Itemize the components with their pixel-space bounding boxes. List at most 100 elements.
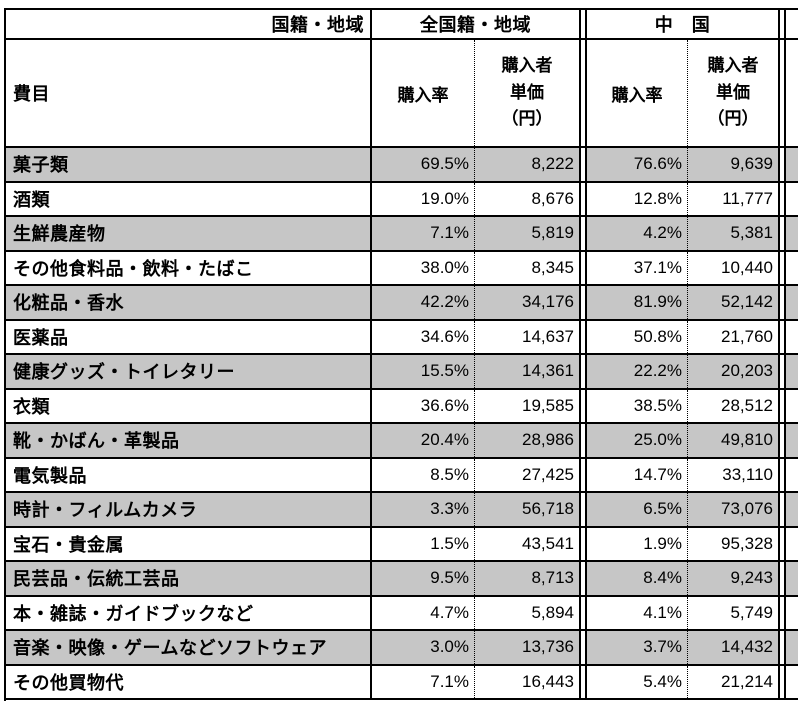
china-price-cell: 5,381 — [688, 217, 780, 250]
all-purchase-rate-cell: 3.0% — [372, 631, 475, 664]
item-name-cell: 衣類 — [6, 389, 372, 422]
column-header-price-all: 購入者 単価 （円） — [475, 40, 581, 146]
item-name-cell: 酒類 — [6, 182, 372, 215]
column-header-purchase-rate-china: 購入率 — [587, 40, 688, 146]
china-price-cell: 21,214 — [688, 665, 780, 698]
china-purchase-rate-cell: 6.5% — [587, 493, 688, 526]
table-row: 化粧品・香水 42.2% 34,176 81.9% 52,142 — [6, 286, 798, 321]
cropped-next-group — [786, 424, 798, 457]
group-header-china: 中 国 — [587, 10, 780, 38]
table-row: 菓子類 69.5% 8,222 76.6% 9,639 — [6, 148, 798, 183]
item-name-cell: 生鮮農産物 — [6, 217, 372, 250]
group-divider — [581, 40, 587, 146]
item-name-cell: 本・雑誌・ガイドブックなど — [6, 596, 372, 629]
all-purchase-rate-cell: 15.5% — [372, 355, 475, 388]
china-price-cell: 33,110 — [688, 458, 780, 491]
all-purchase-rate-cell: 69.5% — [372, 148, 475, 181]
all-purchase-rate-cell: 4.7% — [372, 596, 475, 629]
cropped-next-group — [786, 631, 798, 664]
group-divider — [581, 355, 587, 388]
group-divider — [780, 665, 786, 698]
cropped-next-group — [786, 148, 798, 181]
all-purchase-rate-cell: 38.0% — [372, 251, 475, 284]
china-price-cell: 73,076 — [688, 493, 780, 526]
group-divider — [581, 527, 587, 560]
all-price-cell: 8,222 — [475, 148, 581, 181]
group-divider — [581, 389, 587, 422]
cropped-next-group — [786, 40, 798, 146]
group-divider — [780, 320, 786, 353]
china-purchase-rate-cell: 14.7% — [587, 458, 688, 491]
cropped-next-group — [786, 10, 798, 38]
group-header-row: 国籍・地域 全国籍・地域 中 国 — [6, 10, 798, 40]
group-divider — [780, 458, 786, 491]
all-purchase-rate-cell: 7.1% — [372, 217, 475, 250]
all-price-cell: 14,361 — [475, 355, 581, 388]
china-price-cell: 52,142 — [688, 286, 780, 319]
item-name-cell: その他買物代 — [6, 665, 372, 698]
item-name-cell: 時計・フィルムカメラ — [6, 493, 372, 526]
all-price-cell: 14,637 — [475, 320, 581, 353]
china-price-cell: 49,810 — [688, 424, 780, 457]
cropped-next-group — [786, 528, 798, 561]
china-purchase-rate-cell: 25.0% — [587, 424, 688, 457]
item-name-cell: 民芸品・伝統工芸品 — [6, 562, 372, 595]
china-price-cell: 11,777 — [688, 182, 780, 215]
cropped-next-group — [786, 493, 798, 526]
cropped-next-group — [786, 183, 798, 216]
china-purchase-rate-cell: 5.4% — [587, 665, 688, 698]
table-row: 電気製品 8.5% 27,425 14.7% 33,110 — [6, 458, 798, 493]
all-price-cell: 19,585 — [475, 389, 581, 422]
table-row: その他買物代 7.1% 16,443 5.4% 21,214 — [6, 665, 798, 700]
item-name-cell: 化粧品・香水 — [6, 286, 372, 319]
china-purchase-rate-cell: 81.9% — [587, 286, 688, 319]
china-price-cell: 28,512 — [688, 389, 780, 422]
table-row: 医薬品 34.6% 14,637 50.8% 21,760 — [6, 320, 798, 355]
group-divider — [780, 493, 786, 526]
group-divider — [581, 251, 587, 284]
cropped-next-group — [786, 666, 798, 699]
cropped-next-group — [786, 390, 798, 423]
group-divider — [581, 596, 587, 629]
cropped-next-group — [786, 355, 798, 388]
china-price-cell: 95,328 — [688, 527, 780, 560]
table-row: 本・雑誌・ガイドブックなど 4.7% 5,894 4.1% 5,749 — [6, 596, 798, 631]
china-purchase-rate-cell: 4.1% — [587, 596, 688, 629]
group-divider — [581, 286, 587, 319]
group-divider — [780, 40, 786, 146]
column-header-item: 費目 — [6, 40, 372, 146]
china-purchase-rate-cell: 4.2% — [587, 217, 688, 250]
table-row: 衣類 36.6% 19,585 38.5% 28,512 — [6, 389, 798, 424]
china-purchase-rate-cell: 22.2% — [587, 355, 688, 388]
group-divider — [780, 251, 786, 284]
group-divider — [581, 458, 587, 491]
table-row: 靴・かばん・革製品 20.4% 28,986 25.0% 49,810 — [6, 424, 798, 459]
china-price-cell: 9,243 — [688, 562, 780, 595]
item-name-cell: その他食料品・飲料・たばこ — [6, 251, 372, 284]
all-purchase-rate-cell: 8.5% — [372, 458, 475, 491]
item-name-cell: 医薬品 — [6, 320, 372, 353]
cropped-next-group — [786, 459, 798, 492]
cropped-next-group — [786, 597, 798, 630]
all-price-cell: 8,713 — [475, 562, 581, 595]
group-divider — [581, 217, 587, 250]
group-divider — [780, 527, 786, 560]
all-purchase-rate-cell: 7.1% — [372, 665, 475, 698]
china-purchase-rate-cell: 37.1% — [587, 251, 688, 284]
china-price-cell: 5,749 — [688, 596, 780, 629]
table-row: 健康グッズ・トイレタリー 15.5% 14,361 22.2% 20,203 — [6, 355, 798, 390]
table-row: その他食料品・飲料・たばこ 38.0% 8,345 37.1% 10,440 — [6, 251, 798, 286]
item-name-cell: 電気製品 — [6, 458, 372, 491]
china-price-cell: 10,440 — [688, 251, 780, 284]
all-purchase-rate-cell: 9.5% — [372, 562, 475, 595]
china-purchase-rate-cell: 12.8% — [587, 182, 688, 215]
all-purchase-rate-cell: 1.5% — [372, 527, 475, 560]
group-divider — [780, 10, 786, 38]
cropped-next-group — [786, 252, 798, 285]
cropped-next-group — [786, 321, 798, 354]
group-divider — [581, 631, 587, 664]
all-purchase-rate-cell: 3.3% — [372, 493, 475, 526]
china-purchase-rate-cell: 76.6% — [587, 148, 688, 181]
china-price-cell: 14,432 — [688, 631, 780, 664]
group-divider — [780, 182, 786, 215]
